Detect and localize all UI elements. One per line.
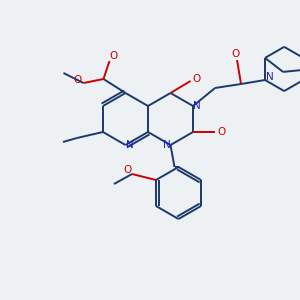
- Text: O: O: [110, 51, 118, 61]
- Text: N: N: [163, 140, 170, 150]
- Text: O: O: [123, 165, 131, 175]
- Text: O: O: [231, 49, 239, 59]
- Text: O: O: [192, 74, 201, 84]
- Text: N: N: [266, 72, 274, 82]
- Text: O: O: [74, 75, 82, 85]
- Text: O: O: [217, 127, 225, 137]
- Text: N: N: [193, 101, 201, 111]
- Text: N: N: [126, 140, 134, 150]
